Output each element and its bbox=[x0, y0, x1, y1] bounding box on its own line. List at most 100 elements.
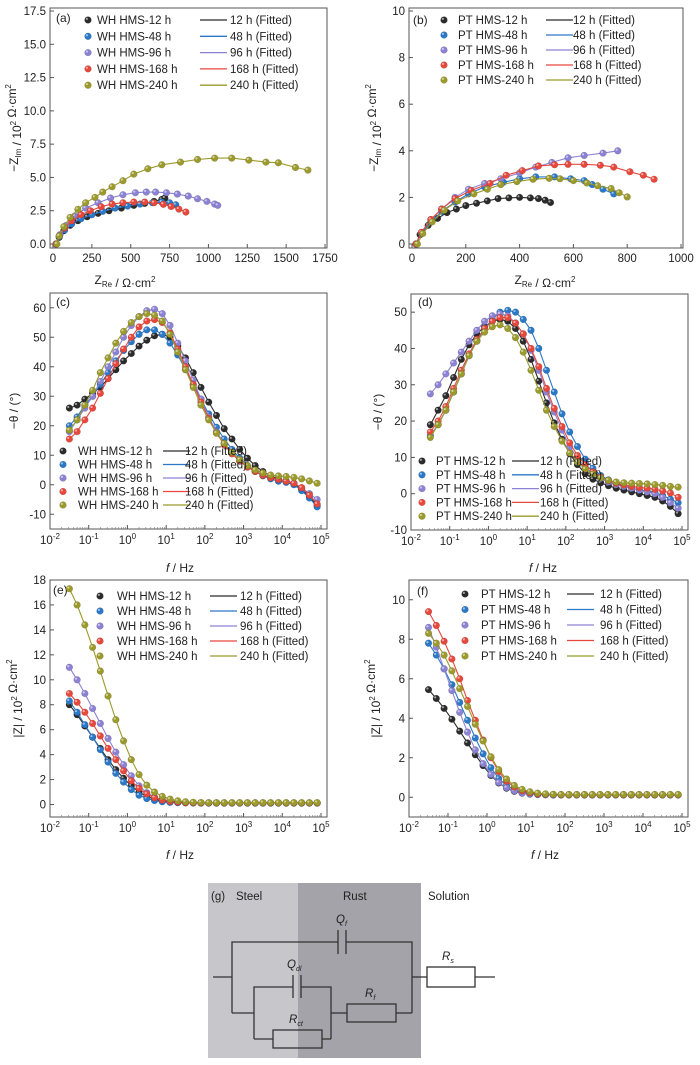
data-point-highlight bbox=[652, 792, 655, 795]
data-point bbox=[228, 154, 236, 162]
legend-marker-highlight bbox=[419, 486, 422, 489]
data-point-highlight bbox=[506, 195, 509, 198]
data-point bbox=[432, 621, 440, 630]
data-point bbox=[130, 170, 138, 178]
data-point bbox=[65, 663, 73, 671]
data-point bbox=[454, 197, 462, 205]
data-point bbox=[599, 149, 607, 157]
data-point-highlight bbox=[159, 199, 162, 203]
x-tick-label: 0 bbox=[50, 253, 56, 265]
legend-marker-highlight bbox=[462, 653, 465, 657]
data-point bbox=[513, 177, 521, 186]
data-point-highlight bbox=[162, 195, 165, 199]
data-point-highlight bbox=[314, 501, 318, 504]
legend-marker bbox=[418, 457, 426, 465]
data-point-highlight bbox=[551, 792, 554, 795]
data-point-highlight bbox=[291, 800, 294, 803]
legend-marker bbox=[59, 474, 67, 482]
data-point bbox=[274, 159, 282, 167]
legend-marker-highlight bbox=[85, 17, 88, 20]
data-point-highlight bbox=[490, 313, 493, 316]
data-point-highlight bbox=[98, 370, 101, 373]
data-point-highlight bbox=[426, 687, 429, 690]
data-point-highlight bbox=[571, 178, 574, 181]
legend: WH HMS-12 h 12 h (Fitted) WH HMS-48 h 48 h … bbox=[84, 15, 299, 92]
fitted-line bbox=[55, 201, 187, 245]
data-point bbox=[73, 698, 81, 706]
data-point-highlight bbox=[198, 402, 201, 406]
data-point-highlight bbox=[105, 736, 109, 739]
data-point bbox=[88, 719, 97, 728]
data-point bbox=[440, 704, 448, 712]
data-point-highlight bbox=[108, 195, 111, 199]
legend-marker bbox=[461, 636, 469, 645]
data-point bbox=[424, 607, 433, 616]
data-point-highlight bbox=[651, 177, 655, 180]
data-point-highlight bbox=[299, 485, 302, 488]
data-point bbox=[290, 799, 298, 807]
data-point bbox=[448, 686, 456, 695]
data-point-highlight bbox=[198, 800, 201, 803]
data-point bbox=[573, 442, 582, 451]
data-point-highlight bbox=[195, 157, 198, 160]
data-point bbox=[282, 799, 290, 807]
data-point-highlight bbox=[575, 459, 578, 463]
data-point bbox=[426, 421, 434, 429]
data-point-highlight bbox=[451, 386, 454, 389]
data-point-highlight bbox=[660, 495, 663, 498]
data-point-highlight bbox=[611, 164, 614, 168]
data-point-highlight bbox=[513, 326, 516, 329]
data-point-highlight bbox=[583, 457, 586, 460]
data-point-highlight bbox=[544, 368, 547, 371]
data-point-highlight bbox=[113, 757, 116, 760]
data-point-highlight bbox=[98, 747, 101, 750]
data-point-highlight bbox=[434, 641, 437, 644]
data-point bbox=[189, 383, 197, 392]
data-point bbox=[483, 185, 491, 193]
data-point-highlight bbox=[74, 710, 78, 713]
x-tick-label: 1000 bbox=[668, 253, 694, 265]
data-point bbox=[65, 689, 73, 698]
y-tick-label: 2.5 bbox=[30, 206, 46, 218]
legend-fit-label: 12 h (Fitted) bbox=[240, 591, 302, 603]
legend-marker-highlight bbox=[97, 608, 100, 612]
data-point-highlight bbox=[129, 787, 132, 790]
legend-marker bbox=[418, 512, 426, 520]
panel-label: (d) bbox=[418, 295, 433, 309]
data-point bbox=[66, 213, 74, 221]
data-point bbox=[434, 406, 442, 414]
series-48h bbox=[65, 697, 321, 807]
data-point-highlight bbox=[559, 438, 562, 442]
data-point bbox=[73, 708, 81, 716]
plot-area bbox=[424, 607, 682, 799]
legend-marker-highlight bbox=[462, 622, 465, 626]
data-point bbox=[473, 326, 481, 334]
data-point-highlight bbox=[299, 800, 302, 803]
data-point-highlight bbox=[168, 204, 172, 207]
legend-label: PT HMS-240 h bbox=[458, 75, 534, 87]
x-tick-label: 103 bbox=[596, 533, 614, 548]
data-point-highlight bbox=[536, 364, 539, 367]
data-point-highlight bbox=[98, 721, 101, 724]
data-point bbox=[442, 370, 450, 378]
legend-item: PT HMS-96 h 96 h (Fitted) bbox=[440, 45, 635, 57]
fitted-line bbox=[56, 157, 309, 245]
panel-label: (c) bbox=[56, 295, 70, 309]
x-tick-label: 105 bbox=[673, 820, 691, 835]
x-tick-label: 10-2 bbox=[399, 820, 419, 835]
data-point-highlight bbox=[567, 429, 570, 432]
data-point bbox=[457, 348, 465, 356]
legend-item: PT HMS-168 h 168 h (Fitted) bbox=[461, 636, 669, 648]
data-point-highlight bbox=[590, 471, 593, 475]
data-point bbox=[424, 639, 433, 647]
data-point bbox=[251, 466, 259, 474]
data-point bbox=[65, 404, 73, 412]
data-point-highlight bbox=[195, 196, 198, 199]
legend-label: PT HMS-12 h bbox=[481, 589, 550, 601]
data-point-highlight bbox=[434, 623, 437, 626]
x-tick-label: 103 bbox=[235, 532, 253, 547]
data-point-highlight bbox=[90, 734, 93, 738]
x-tick-label: 1500 bbox=[273, 253, 299, 265]
data-point bbox=[298, 799, 306, 807]
